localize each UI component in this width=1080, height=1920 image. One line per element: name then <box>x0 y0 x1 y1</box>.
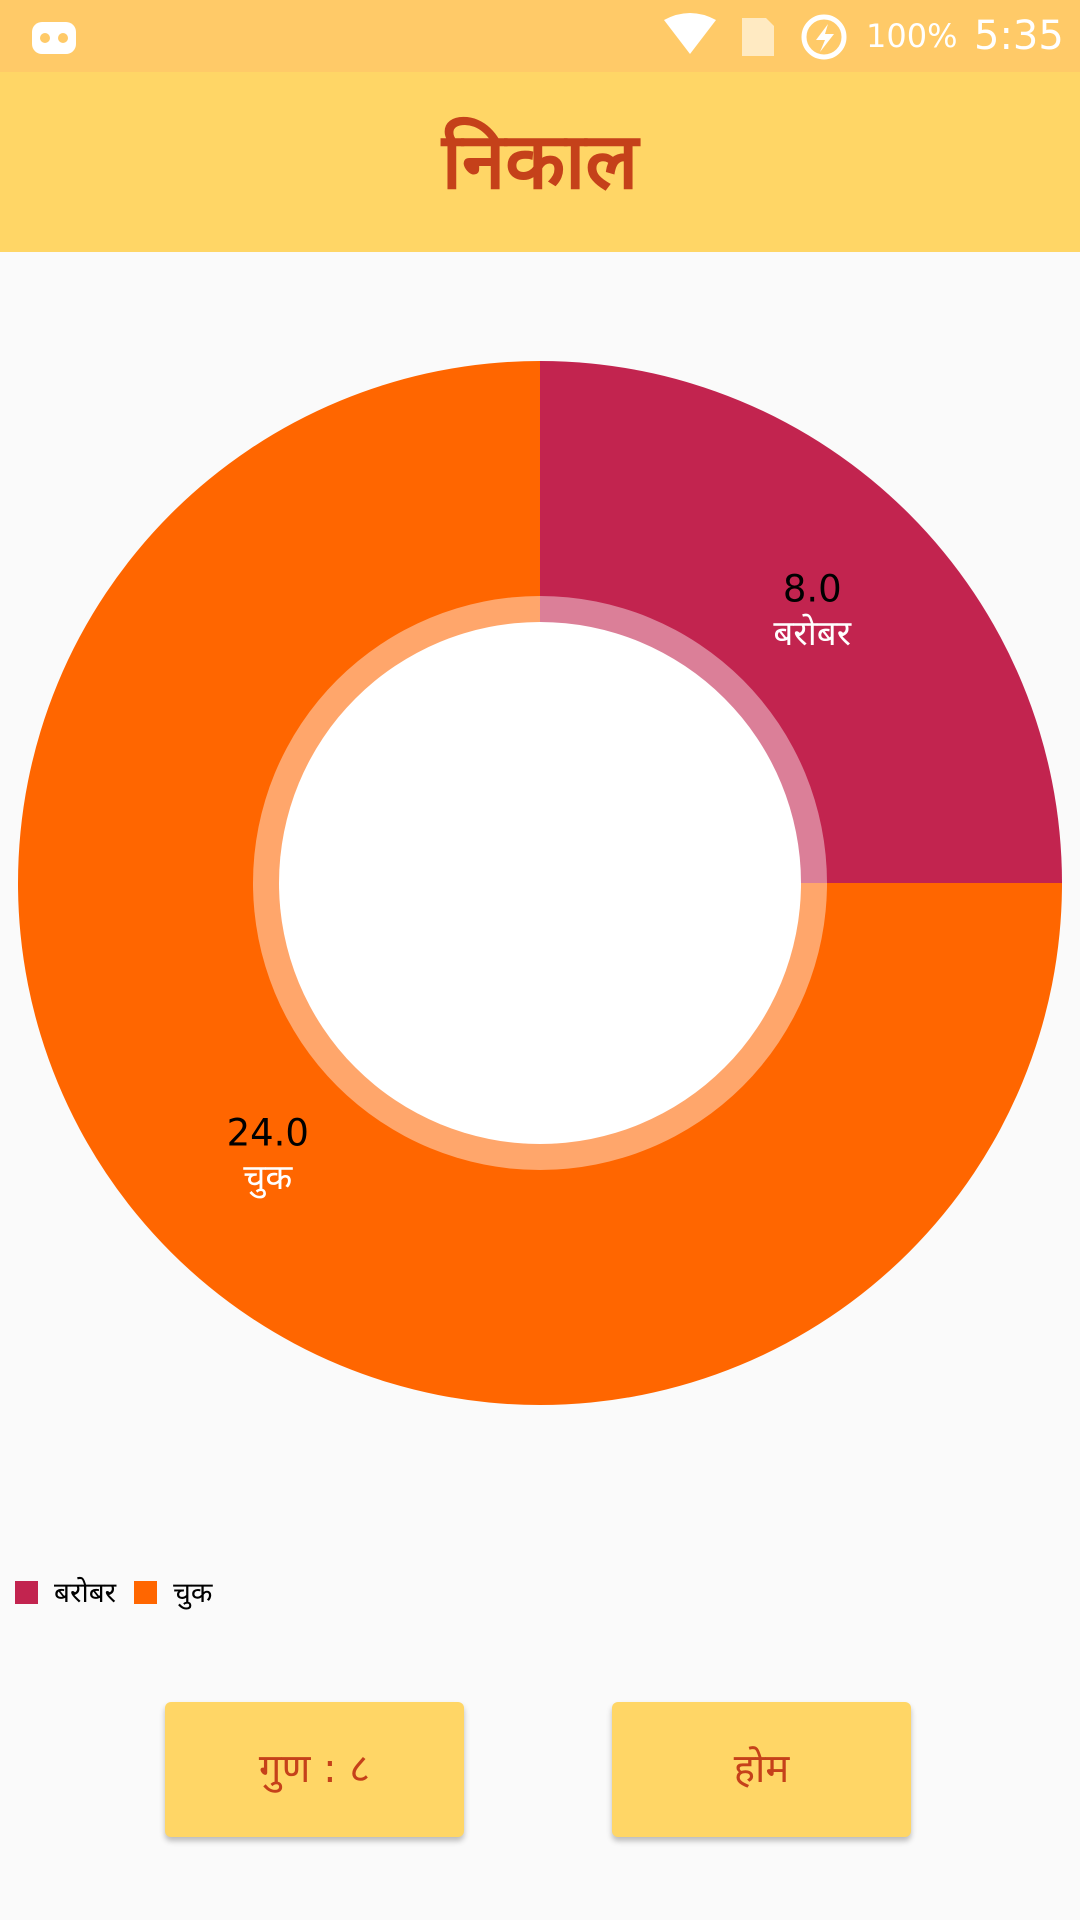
home-button[interactable]: होम <box>612 1702 911 1837</box>
score-button[interactable]: गुण : ८ <box>165 1702 464 1837</box>
value-label: 24.0 <box>227 1112 309 1155</box>
title-bar: निकाल <box>0 72 1080 252</box>
value-label: 8.0 <box>783 567 842 610</box>
legend-swatch <box>134 1580 158 1604</box>
wifi-icon <box>664 13 716 54</box>
slice-label: बरोबर <box>773 613 851 654</box>
battery-text: 100% <box>866 17 958 55</box>
title: निकाल <box>441 117 639 207</box>
donut-hole <box>279 622 801 1144</box>
clock: 5:35 <box>974 13 1064 59</box>
legend-label: बरोबर <box>54 1576 117 1609</box>
chart: 8.0बरोबर 24.0चुक <box>18 361 1062 1405</box>
slice-label: चुक <box>243 1158 293 1199</box>
legend-label: चुक <box>173 1576 213 1609</box>
status-icons <box>32 13 847 60</box>
status-bar: 100% 5:35 <box>0 0 1080 72</box>
sim-icon <box>742 18 774 56</box>
legend: बरोबर चुक <box>15 1572 230 1612</box>
app-icon <box>32 22 76 54</box>
legend-swatch <box>15 1580 38 1604</box>
battery-icon <box>801 14 847 60</box>
